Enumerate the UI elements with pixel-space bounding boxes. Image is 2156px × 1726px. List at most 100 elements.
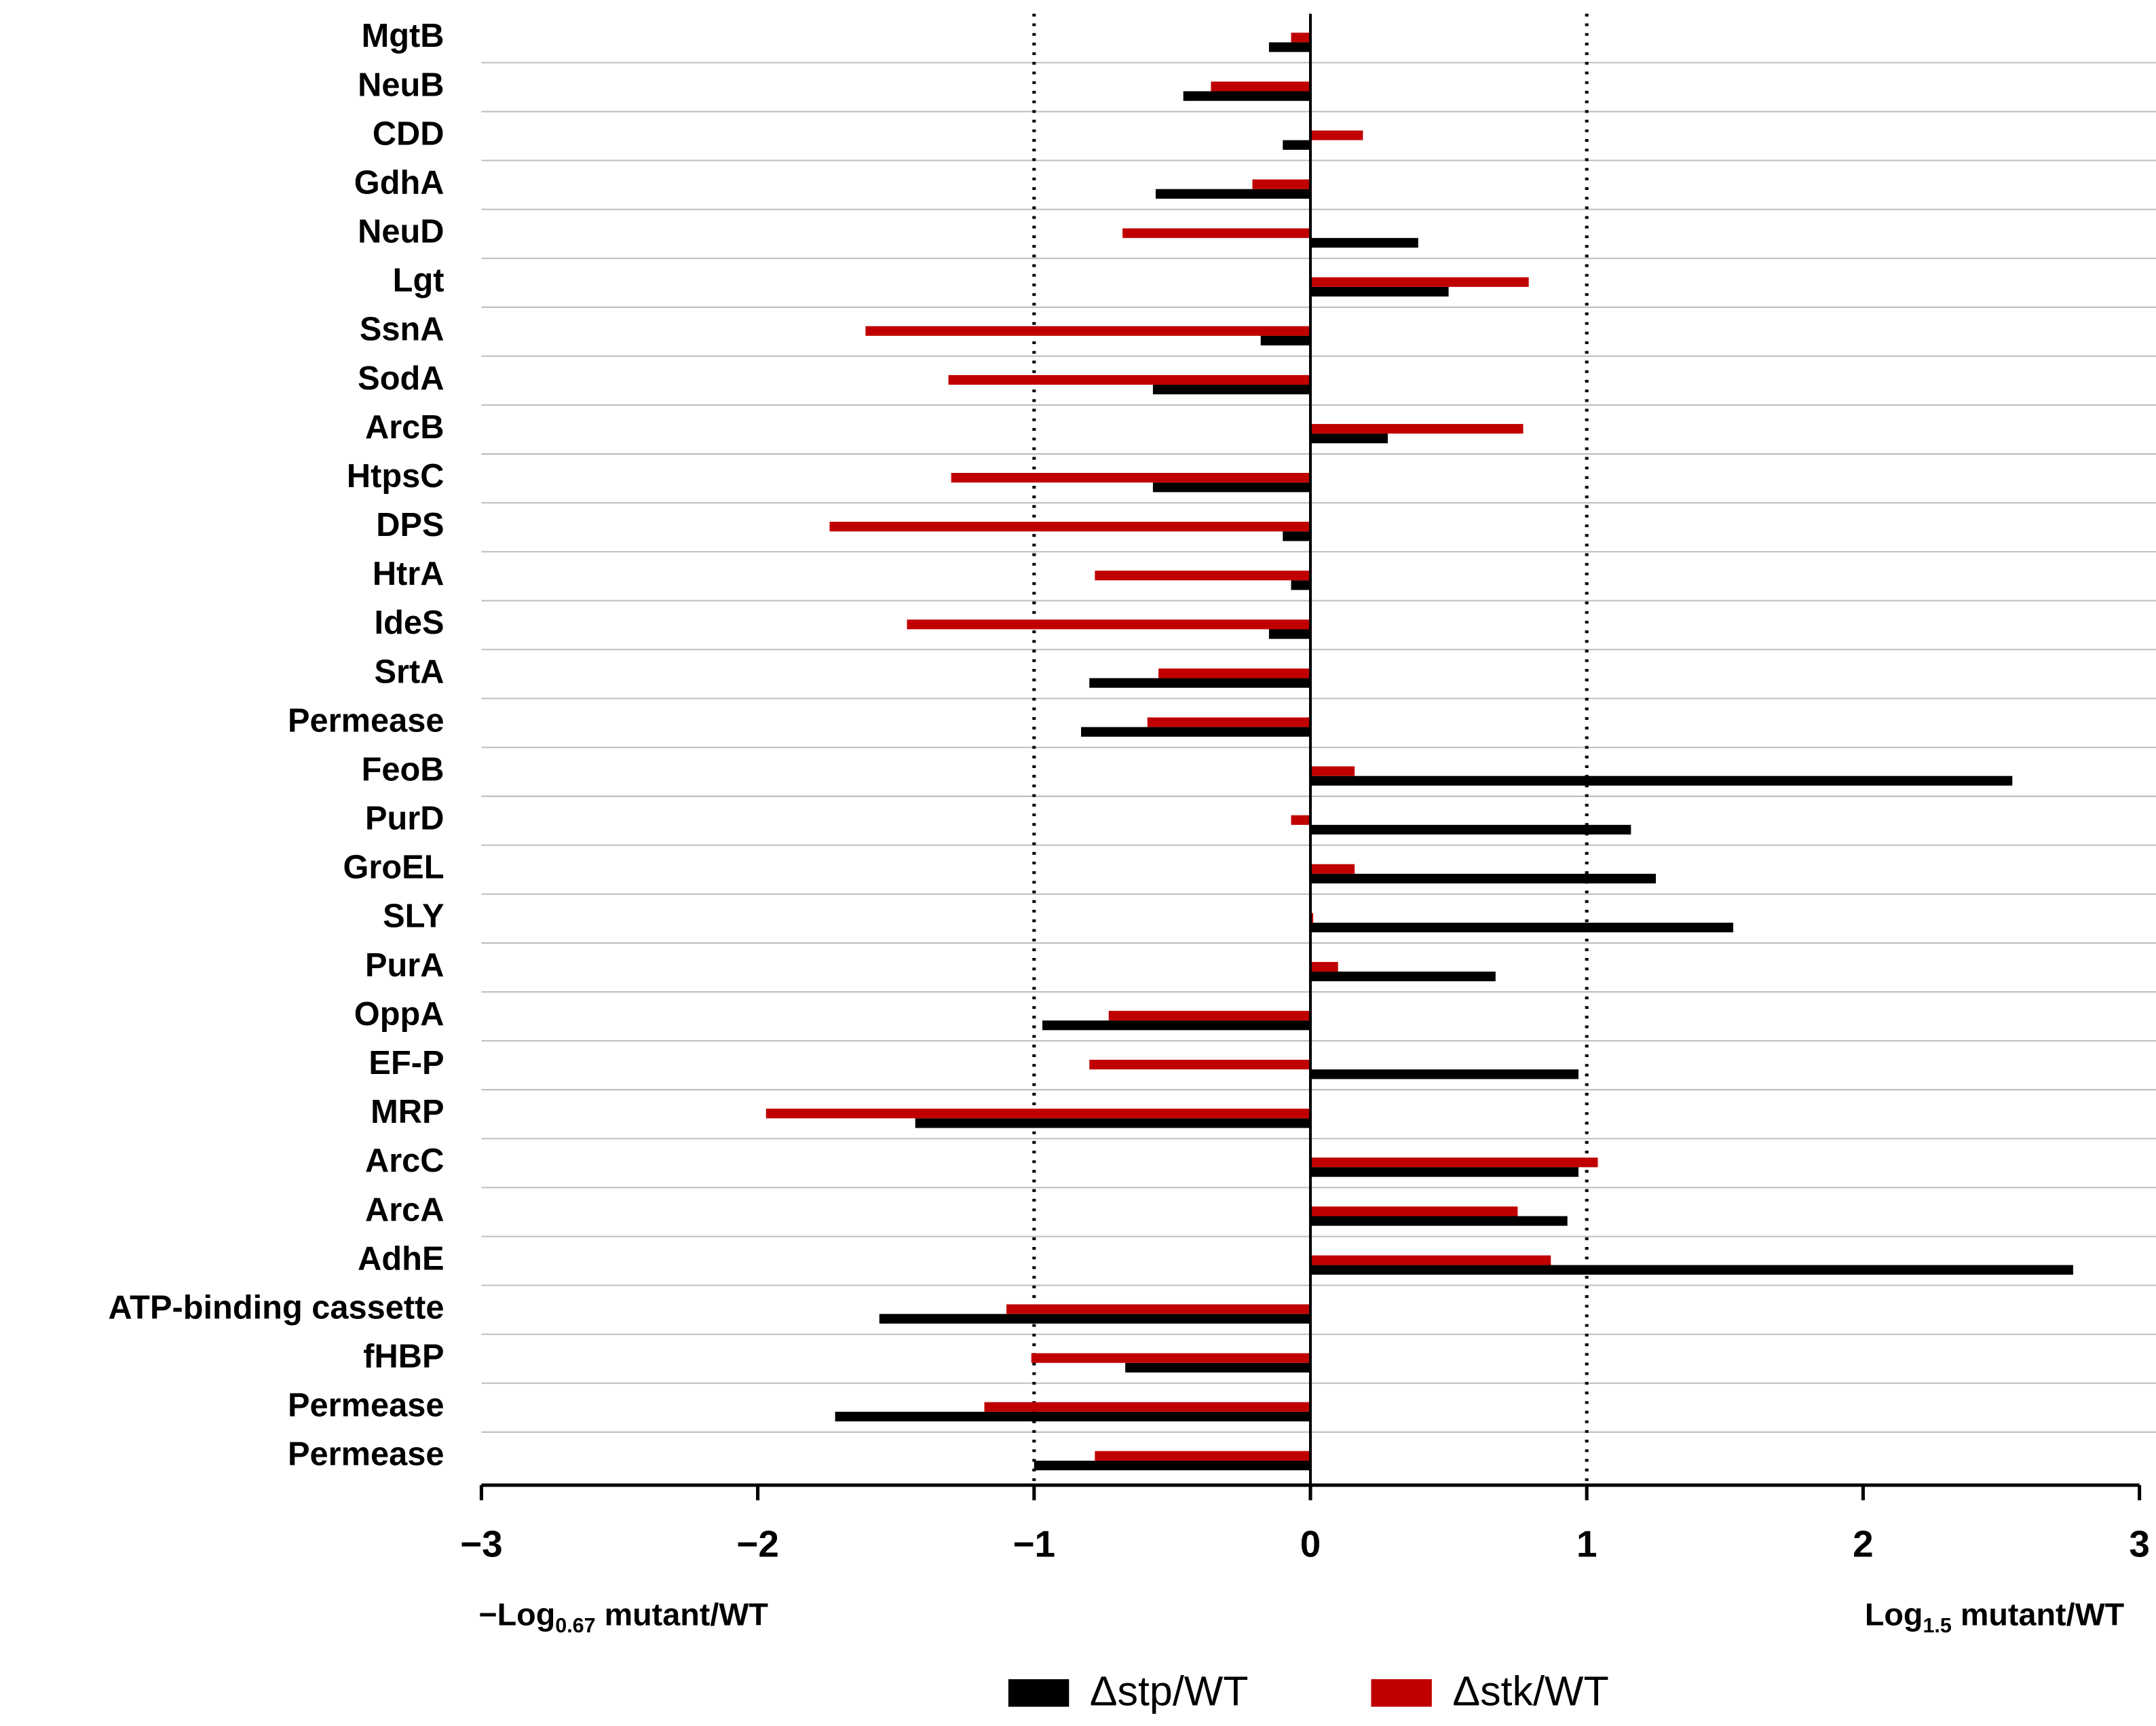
x-tick-label: −1 xyxy=(1013,1523,1056,1565)
bar xyxy=(1158,668,1310,678)
bar xyxy=(1031,1353,1310,1363)
bar xyxy=(1252,179,1310,189)
category-label: NeuD xyxy=(358,214,444,250)
bar xyxy=(1095,571,1310,581)
bar xyxy=(1042,1020,1310,1031)
bar xyxy=(948,375,1310,385)
bar xyxy=(1268,629,1310,639)
bar xyxy=(1152,385,1310,395)
category-label: Permease xyxy=(288,702,444,739)
bar xyxy=(1211,81,1310,92)
category-label: ArcC xyxy=(365,1143,445,1179)
x-tick-label: 2 xyxy=(1853,1523,1874,1565)
bar xyxy=(1310,775,2013,786)
x-tick-label: −2 xyxy=(736,1523,779,1565)
bar xyxy=(1122,228,1310,238)
legend-label: Δstk/WT xyxy=(1452,1668,1608,1714)
category-label: FeoB xyxy=(362,752,445,788)
bar xyxy=(1310,873,1657,884)
bar xyxy=(865,326,1310,336)
category-label: IdeS xyxy=(375,605,445,641)
category-label: NeuB xyxy=(358,66,444,103)
bar xyxy=(835,1411,1310,1422)
x-tick-label: 3 xyxy=(2129,1523,2150,1565)
bar xyxy=(1310,1206,1518,1216)
bar xyxy=(1089,678,1310,688)
bar xyxy=(1283,140,1310,150)
bar xyxy=(1310,1167,1578,1177)
x-tick-label: 1 xyxy=(1576,1523,1597,1565)
legend-label: Δstp/WT xyxy=(1090,1668,1249,1714)
label-part: mutant/WT xyxy=(1952,1597,2125,1632)
bar xyxy=(1310,1157,1598,1168)
category-label: SodA xyxy=(358,360,444,397)
x-tick-label: −3 xyxy=(460,1523,503,1565)
bar xyxy=(907,619,1310,630)
bar xyxy=(1310,864,1355,874)
legend-swatch xyxy=(1371,1679,1432,1707)
label-part: −Log xyxy=(478,1597,555,1632)
bar xyxy=(1152,482,1310,493)
category-label: OppA xyxy=(354,996,445,1033)
label-part: mutant/WT xyxy=(596,1597,769,1632)
category-label: fHBP xyxy=(363,1339,444,1375)
bar xyxy=(1291,33,1310,43)
category-label: EF-P xyxy=(368,1045,444,1081)
bar xyxy=(1310,766,1355,776)
bar xyxy=(1310,423,1524,434)
bar xyxy=(829,522,1310,532)
bar xyxy=(1310,922,1734,933)
bar xyxy=(1291,580,1310,590)
bar xyxy=(1034,1460,1310,1471)
x-tick-label: 0 xyxy=(1300,1523,1321,1565)
x-axis-label-right: Log1.5 mutant/WT xyxy=(1865,1597,2125,1637)
label-part: Log xyxy=(1865,1597,1923,1632)
category-label: ArcA xyxy=(365,1191,445,1228)
bar xyxy=(1089,1060,1310,1070)
bar xyxy=(1310,1216,1568,1226)
bar xyxy=(1108,1010,1310,1021)
bar xyxy=(1310,434,1388,444)
bar xyxy=(1310,286,1449,297)
bar xyxy=(1310,824,1631,835)
bar xyxy=(1183,91,1310,101)
bar xyxy=(1125,1362,1310,1373)
bar xyxy=(765,1109,1310,1119)
category-label: PurD xyxy=(365,801,445,837)
category-label: MgtB xyxy=(362,18,445,54)
bar xyxy=(1310,237,1418,248)
category-label: CDD xyxy=(373,115,445,152)
bar xyxy=(1310,1265,2073,1275)
bar xyxy=(879,1313,1310,1324)
category-label: HtpsC xyxy=(347,458,445,495)
bar xyxy=(1147,717,1310,727)
bar xyxy=(1310,277,1529,287)
bar xyxy=(915,1118,1310,1128)
bar xyxy=(1260,335,1310,346)
bar xyxy=(1268,42,1310,52)
legend-swatch xyxy=(1008,1679,1070,1707)
category-label: Permease xyxy=(288,1436,444,1473)
bar xyxy=(1310,913,1314,923)
bar xyxy=(1291,815,1310,825)
bar xyxy=(1310,1069,1578,1079)
category-label: HtrA xyxy=(373,556,445,592)
category-label: GdhA xyxy=(354,164,445,201)
category-label: ArcB xyxy=(365,409,445,446)
category-label: SLY xyxy=(383,898,444,935)
category-label: ATP-binding cassette xyxy=(109,1289,445,1326)
bar xyxy=(951,472,1310,483)
category-label: Lgt xyxy=(393,263,445,299)
x-axis-label-left: −Log0.67 mutant/WT xyxy=(478,1597,768,1637)
bar xyxy=(1006,1304,1310,1314)
category-label: SsnA xyxy=(360,311,445,348)
bar xyxy=(1155,189,1310,199)
label-subscript: 1.5 xyxy=(1923,1614,1951,1637)
bar xyxy=(1095,1451,1310,1461)
category-label: GroEL xyxy=(343,849,444,886)
bar xyxy=(1310,961,1338,972)
bar xyxy=(1310,1255,1551,1265)
category-label: SrtA xyxy=(375,653,445,690)
bar xyxy=(1310,972,1496,982)
bar xyxy=(1081,727,1310,737)
